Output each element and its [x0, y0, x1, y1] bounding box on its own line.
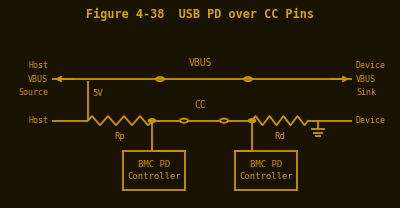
- Bar: [123, 151, 185, 190]
- Text: Host: Host: [28, 61, 48, 70]
- Text: Controller: Controller: [239, 172, 293, 181]
- Text: Sink: Sink: [356, 88, 376, 97]
- Text: Device: Device: [356, 116, 386, 125]
- Text: Source: Source: [18, 88, 48, 97]
- Text: Figure 4-38  USB PD over CC Pins: Figure 4-38 USB PD over CC Pins: [86, 8, 314, 21]
- Circle shape: [148, 119, 156, 123]
- Text: BMC PD: BMC PD: [138, 160, 170, 169]
- Text: VBUS: VBUS: [28, 74, 48, 84]
- Text: 5V: 5V: [92, 89, 103, 98]
- Text: Rd: Rd: [275, 132, 285, 141]
- Text: CC: CC: [194, 100, 206, 110]
- Bar: [235, 151, 297, 190]
- Text: Controller: Controller: [127, 172, 181, 181]
- Text: Rp: Rp: [115, 132, 125, 141]
- Text: BMC PD: BMC PD: [250, 160, 282, 169]
- Text: Device: Device: [356, 61, 386, 70]
- Circle shape: [248, 119, 256, 123]
- Text: VBUS: VBUS: [188, 58, 212, 68]
- Text: Host: Host: [28, 116, 48, 125]
- Text: VBUS: VBUS: [356, 74, 376, 84]
